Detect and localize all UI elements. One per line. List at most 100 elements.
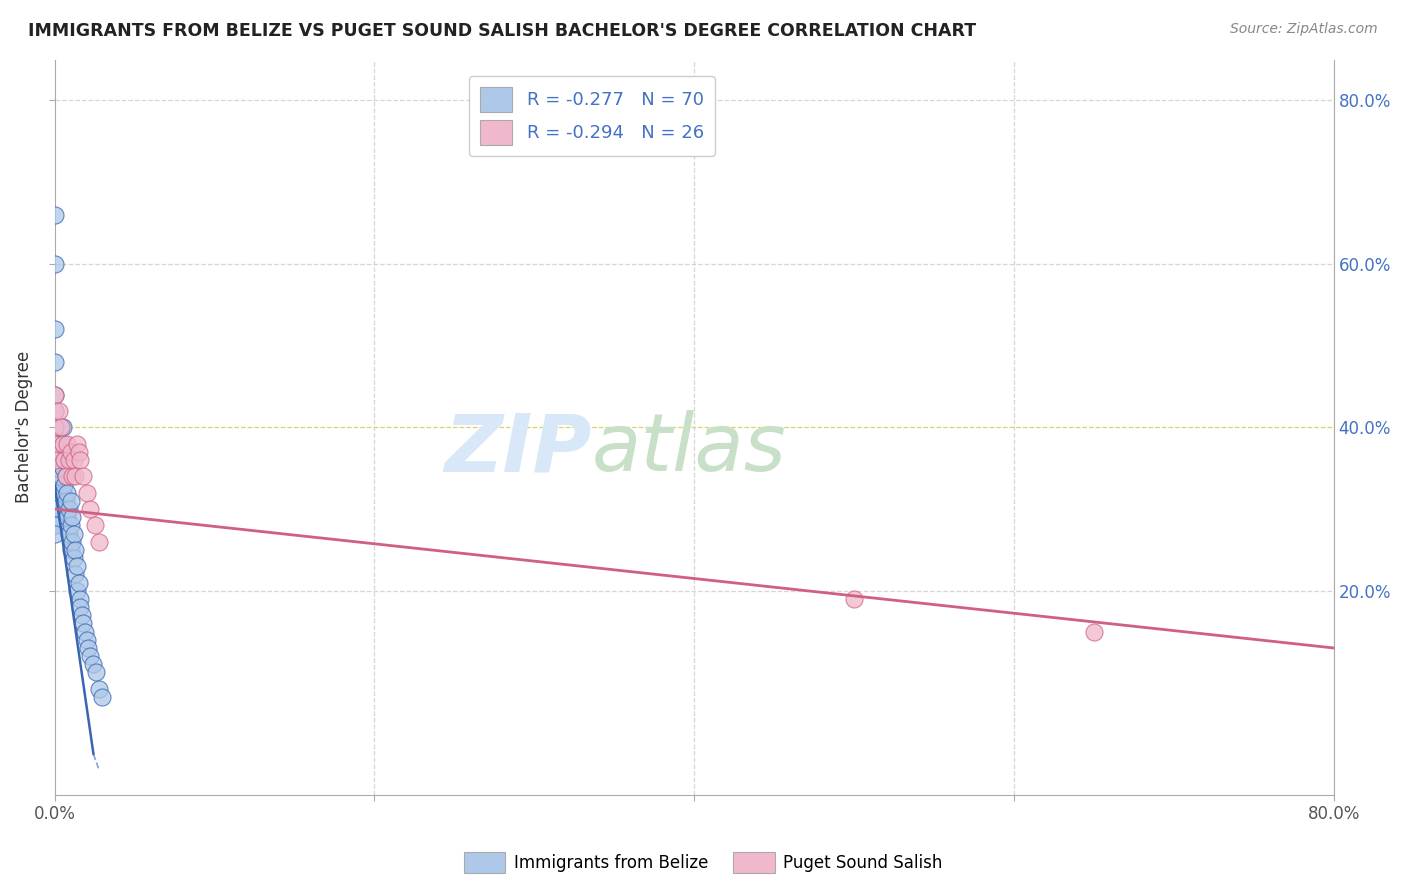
Point	[44, 387, 66, 401]
Point	[67, 575, 90, 590]
Point	[58, 526, 80, 541]
Point	[65, 469, 87, 483]
Point	[44, 494, 66, 508]
Point	[49, 469, 72, 483]
Point	[69, 591, 91, 606]
Point	[60, 510, 83, 524]
Point	[59, 542, 82, 557]
Point	[58, 502, 80, 516]
Point	[70, 608, 93, 623]
Point	[53, 477, 76, 491]
Point	[44, 404, 66, 418]
Point	[44, 322, 66, 336]
Point	[51, 420, 73, 434]
Point	[44, 445, 66, 459]
Point	[44, 387, 66, 401]
Point	[44, 428, 66, 442]
Point	[44, 404, 66, 418]
Point	[44, 420, 66, 434]
Point	[56, 436, 79, 450]
Point	[842, 591, 865, 606]
Point	[66, 436, 89, 450]
Point	[49, 420, 72, 434]
Point	[65, 567, 87, 582]
Point	[44, 436, 66, 450]
Point	[1083, 624, 1105, 639]
Point	[56, 485, 79, 500]
Point	[72, 616, 94, 631]
Point	[56, 510, 79, 524]
Point	[44, 436, 66, 450]
Point	[44, 208, 66, 222]
Point	[91, 690, 114, 704]
Point	[44, 502, 66, 516]
Legend: R = -0.277   N = 70, R = -0.294   N = 26: R = -0.277 N = 70, R = -0.294 N = 26	[468, 76, 714, 156]
Point	[73, 624, 96, 639]
Point	[48, 436, 70, 450]
Legend: Immigrants from Belize, Puget Sound Salish: Immigrants from Belize, Puget Sound Sali…	[457, 846, 949, 880]
Point	[44, 461, 66, 475]
Point	[55, 469, 77, 483]
Point	[44, 485, 66, 500]
Point	[66, 559, 89, 574]
Point	[83, 518, 105, 533]
Point	[60, 534, 83, 549]
Point	[44, 502, 66, 516]
Point	[44, 502, 66, 516]
Point	[44, 453, 66, 467]
Point	[44, 453, 66, 467]
Point	[84, 665, 107, 680]
Point	[77, 640, 100, 655]
Point	[55, 494, 77, 508]
Point	[44, 494, 66, 508]
Point	[44, 477, 66, 491]
Point	[44, 518, 66, 533]
Point	[79, 649, 101, 664]
Point	[44, 355, 66, 369]
Point	[66, 583, 89, 598]
Point	[44, 453, 66, 467]
Point	[51, 436, 73, 450]
Point	[44, 461, 66, 475]
Point	[67, 445, 90, 459]
Point	[48, 404, 70, 418]
Point	[59, 518, 82, 533]
Text: atlas: atlas	[592, 410, 786, 489]
Point	[79, 502, 101, 516]
Point	[44, 518, 66, 533]
Point	[44, 257, 66, 271]
Point	[76, 632, 98, 647]
Point	[59, 494, 82, 508]
Point	[69, 453, 91, 467]
Point	[89, 681, 111, 696]
Point	[62, 526, 84, 541]
Point	[44, 510, 66, 524]
Point	[69, 600, 91, 615]
Point	[44, 469, 66, 483]
Point	[51, 461, 73, 475]
Point	[44, 477, 66, 491]
Text: Source: ZipAtlas.com: Source: ZipAtlas.com	[1230, 22, 1378, 37]
Y-axis label: Bachelor's Degree: Bachelor's Degree	[15, 351, 32, 503]
Point	[44, 526, 66, 541]
Point	[62, 453, 84, 467]
Point	[44, 510, 66, 524]
Point	[65, 542, 87, 557]
Point	[49, 445, 72, 459]
Point	[53, 453, 76, 467]
Point	[72, 469, 94, 483]
Point	[51, 485, 73, 500]
Text: ZIP: ZIP	[444, 410, 592, 489]
Point	[48, 461, 70, 475]
Point	[89, 534, 111, 549]
Point	[60, 469, 83, 483]
Point	[82, 657, 104, 672]
Point	[59, 445, 82, 459]
Point	[53, 453, 76, 467]
Point	[44, 420, 66, 434]
Text: IMMIGRANTS FROM BELIZE VS PUGET SOUND SALISH BACHELOR'S DEGREE CORRELATION CHART: IMMIGRANTS FROM BELIZE VS PUGET SOUND SA…	[28, 22, 976, 40]
Point	[44, 485, 66, 500]
Point	[76, 485, 98, 500]
Point	[58, 453, 80, 467]
Point	[44, 469, 66, 483]
